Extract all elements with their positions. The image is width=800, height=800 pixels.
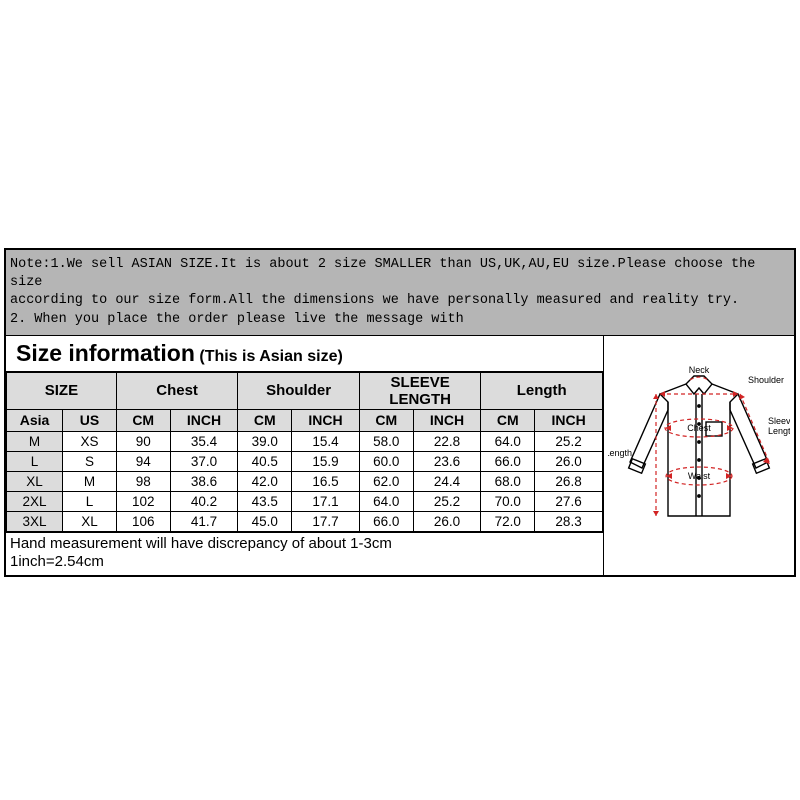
- table-cell: 45.0: [238, 511, 292, 531]
- table-cell: 40.5: [238, 451, 292, 471]
- size-table: SIZE Chest Shoulder SLEEVE LENGTH Length…: [6, 372, 603, 532]
- table-cell: 35.4: [170, 431, 238, 451]
- table-cell: 27.6: [535, 491, 603, 511]
- footer-note: Hand measurement will have discrepancy o…: [6, 532, 603, 575]
- header-cm: CM: [116, 409, 170, 431]
- table-cell: 64.0: [481, 431, 535, 451]
- header-row-1: SIZE Chest Shoulder SLEEVE LENGTH Length: [7, 372, 603, 409]
- size-chart-frame: Note:1.We sell ASIAN SIZE.It is about 2 …: [4, 248, 796, 577]
- label-chest: Chest: [687, 423, 711, 433]
- table-cell: 23.6: [413, 451, 481, 471]
- header-cm: CM: [359, 409, 413, 431]
- table-cell: 94: [116, 451, 170, 471]
- header-cm: CM: [238, 409, 292, 431]
- table-cell: 26.0: [535, 451, 603, 471]
- table-row: 2XLL10240.243.517.164.025.270.027.6: [7, 491, 603, 511]
- header-inch: INCH: [170, 409, 238, 431]
- content-row: Size information (This is Asian size) SI…: [6, 336, 794, 575]
- table-cell: 25.2: [535, 431, 603, 451]
- table-cell: 2XL: [7, 491, 63, 511]
- table-cell: 64.0: [359, 491, 413, 511]
- table-cell: 62.0: [359, 471, 413, 491]
- table-cell: 68.0: [481, 471, 535, 491]
- table-cell: 25.2: [413, 491, 481, 511]
- size-title: Size information (This is Asian size): [6, 336, 603, 372]
- header-cm: CM: [481, 409, 535, 431]
- table-cell: 40.2: [170, 491, 238, 511]
- table-cell: 58.0: [359, 431, 413, 451]
- table-cell: 72.0: [481, 511, 535, 531]
- table-cell: L: [7, 451, 63, 471]
- header-inch: INCH: [535, 409, 603, 431]
- table-cell: XL: [63, 511, 117, 531]
- note-bar: Note:1.We sell ASIAN SIZE.It is about 2 …: [6, 250, 794, 336]
- table-cell: S: [63, 451, 117, 471]
- table-cell: 17.1: [292, 491, 360, 511]
- header-row-2: Asia US CM INCH CM INCH CM INCH CM INCH: [7, 409, 603, 431]
- header-size: SIZE: [7, 372, 117, 409]
- note-line-2: according to our size form.All the dimen…: [10, 292, 790, 310]
- table-cell: L: [63, 491, 117, 511]
- header-length: Length: [481, 372, 603, 409]
- table-cell: 38.6: [170, 471, 238, 491]
- header-shoulder: Shoulder: [238, 372, 360, 409]
- table-cell: 22.8: [413, 431, 481, 451]
- table-cell: 66.0: [481, 451, 535, 471]
- table-row: XLM9838.642.016.562.024.468.026.8: [7, 471, 603, 491]
- table-cell: M: [63, 471, 117, 491]
- shirt-diagram: Neck Shoulder Chest Waist Length Sleeve …: [604, 336, 794, 575]
- header-chest: Chest: [116, 372, 238, 409]
- label-waist: Waist: [688, 471, 711, 481]
- table-cell: 15.4: [292, 431, 360, 451]
- title-main: Size information: [16, 340, 195, 366]
- table-cell: 28.3: [535, 511, 603, 531]
- table-cell: 106: [116, 511, 170, 531]
- table-cell: 42.0: [238, 471, 292, 491]
- note-line-1: Note:1.We sell ASIAN SIZE.It is about 2 …: [10, 256, 790, 292]
- label-sleeve-2: Length: [768, 426, 790, 436]
- table-cell: 102: [116, 491, 170, 511]
- table-section: Size information (This is Asian size) SI…: [6, 336, 604, 575]
- table-row: MXS9035.439.015.458.022.864.025.2: [7, 431, 603, 451]
- table-cell: 41.7: [170, 511, 238, 531]
- table-cell: 3XL: [7, 511, 63, 531]
- header-us: US: [63, 409, 117, 431]
- footer-line-2: 1inch=2.54cm: [10, 553, 599, 571]
- table-cell: 90: [116, 431, 170, 451]
- table-row: LS9437.040.515.960.023.666.026.0: [7, 451, 603, 471]
- header-inch: INCH: [292, 409, 360, 431]
- header-inch: INCH: [413, 409, 481, 431]
- title-sub: (This is Asian size): [199, 348, 342, 365]
- table-cell: 60.0: [359, 451, 413, 471]
- label-neck: Neck: [689, 366, 710, 375]
- table-cell: 16.5: [292, 471, 360, 491]
- table-cell: M: [7, 431, 63, 451]
- table-cell: 98: [116, 471, 170, 491]
- table-cell: 24.4: [413, 471, 481, 491]
- label-length: Length: [608, 448, 632, 458]
- shirt-svg: Neck Shoulder Chest Waist Length Sleeve …: [608, 366, 790, 538]
- header-asia: Asia: [7, 409, 63, 431]
- table-cell: 26.0: [413, 511, 481, 531]
- label-shoulder: Shoulder: [748, 375, 784, 385]
- table-cell: 15.9: [292, 451, 360, 471]
- table-cell: 17.7: [292, 511, 360, 531]
- table-cell: XL: [7, 471, 63, 491]
- table-cell: 26.8: [535, 471, 603, 491]
- note-line-3: 2. When you place the order please live …: [10, 311, 790, 329]
- table-cell: 39.0: [238, 431, 292, 451]
- table-cell: XS: [63, 431, 117, 451]
- table-cell: 37.0: [170, 451, 238, 471]
- table-row: 3XLXL10641.745.017.766.026.072.028.3: [7, 511, 603, 531]
- label-sleeve-1: Sleeve: [768, 416, 790, 426]
- header-sleeve: SLEEVE LENGTH: [359, 372, 481, 409]
- table-cell: 70.0: [481, 491, 535, 511]
- table-cell: 66.0: [359, 511, 413, 531]
- footer-line-1: Hand measurement will have discrepancy o…: [10, 535, 599, 553]
- table-cell: 43.5: [238, 491, 292, 511]
